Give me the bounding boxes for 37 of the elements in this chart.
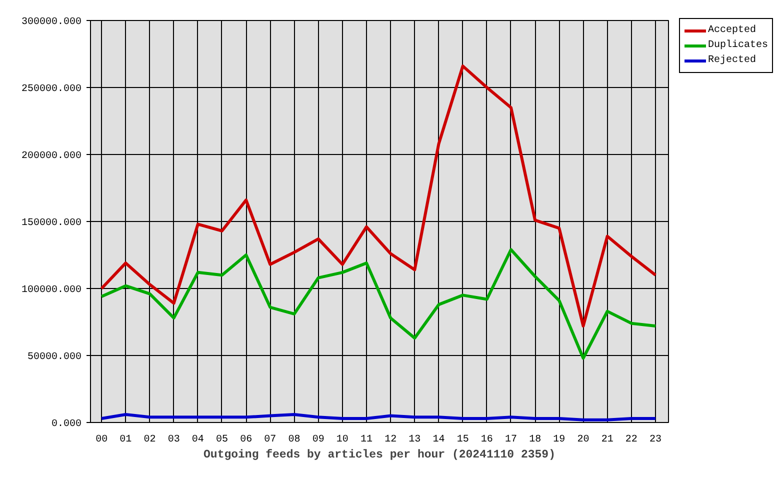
x-tick-label: 05 (216, 434, 228, 446)
x-tick-label: 16 (480, 434, 493, 446)
x-tick-label: 18 (529, 434, 542, 446)
x-tick-label: 13 (408, 434, 421, 446)
x-tick-label: 02 (144, 434, 156, 446)
x-tick-label: 00 (96, 434, 108, 446)
x-tick-label: 09 (312, 434, 324, 446)
x-tick-label: 22 (625, 434, 638, 446)
x-tick-label: 08 (288, 434, 300, 446)
x-tick-label: 01 (120, 434, 132, 446)
x-tick-label: 23 (649, 434, 662, 446)
x-tick-label: 14 (432, 434, 445, 446)
line-series (100, 64, 657, 328)
y-tick-label: 50000.000 (27, 352, 82, 363)
x-tick-label: 06 (240, 434, 252, 446)
x-tick-label: 19 (553, 434, 566, 446)
x-tick-label: 17 (504, 434, 518, 446)
y-tick-label: 300000.000 (21, 17, 82, 28)
x-axis-title: Outgoing feeds by articles per hour (20241110 2359) (204, 448, 556, 462)
x-tick-label: 04 (192, 434, 204, 446)
x-tick-label: 20 (577, 434, 590, 446)
line-series (100, 248, 657, 360)
x-tick-label: 10 (336, 434, 348, 446)
x-tick-label: 11 (360, 434, 373, 446)
y-tick-label: 200000.000 (21, 151, 82, 162)
y-tick-label: 150000.000 (21, 218, 82, 229)
x-tick-label: 03 (168, 434, 180, 446)
y-tick-label: 100000.000 (21, 285, 82, 296)
y-tick-label: 0.000 (51, 419, 82, 430)
legend-label: Duplicates (708, 38, 768, 53)
x-tick-label: 21 (601, 434, 614, 446)
legend-label: Rejected (708, 54, 756, 68)
legend-label: Accepted (708, 24, 756, 38)
x-tick-label: 15 (456, 434, 469, 446)
y-tick-label: 250000.000 (21, 84, 82, 95)
x-tick-label: 07 (264, 434, 276, 446)
x-tick-label: 12 (384, 434, 397, 446)
